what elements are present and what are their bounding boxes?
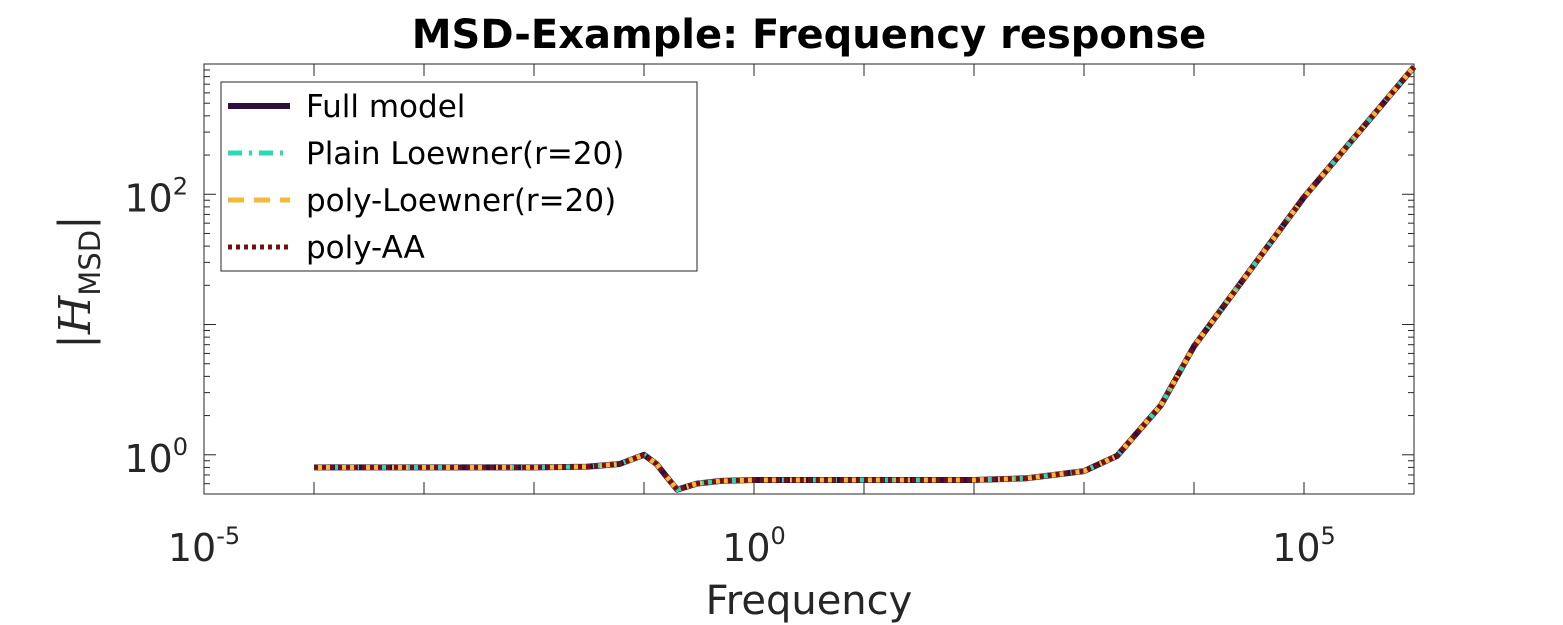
chart-title: MSD-Example: Frequency response [412, 12, 1207, 58]
y-axis-label: |HMSD| [50, 215, 107, 349]
y-tick-label: 100 [124, 433, 188, 481]
legend: Full model Plain Loewner(r=20) poly-Loewne… [220, 81, 698, 272]
svg-text:|HMSD|: |HMSD| [50, 215, 107, 349]
axis-ticks [203, 63, 1415, 495]
legend-label: Full model [306, 89, 465, 125]
y-tick-label: 102 [124, 172, 188, 220]
tick-labels: 10-5 100 105 100 102 [124, 172, 1335, 570]
x-tick-label: 100 [722, 522, 786, 570]
legend-box [220, 81, 698, 272]
y-axis-label-main: |H [50, 294, 101, 349]
legend-label: poly-Loewner(r=20) [306, 183, 616, 219]
y-axis-label-close: | [50, 215, 101, 230]
y-axis-label-subscript: MSD [73, 230, 107, 296]
legend-label: poly-AA [306, 230, 425, 266]
x-tick-label: 105 [1272, 522, 1336, 570]
x-axis-label: Frequency [706, 578, 913, 624]
series-line-4 [314, 65, 1416, 493]
legend-label: Plain Loewner(r=20) [306, 136, 624, 172]
x-tick-label: 10-5 [168, 522, 240, 570]
series-lines [314, 64, 1417, 493]
